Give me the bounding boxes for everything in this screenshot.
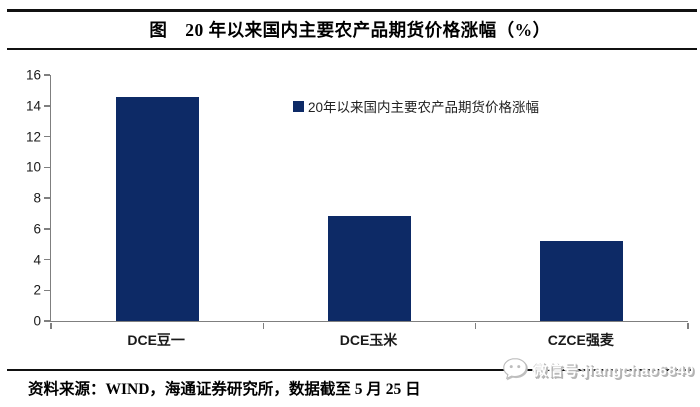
y-tick-label: 14 (25, 98, 41, 114)
x-axis-labels: DCE豆一 DCE玉米 CZCE强麦 (50, 330, 688, 350)
chart-title: 图 20 年以来国内主要农产品期货价格涨幅（%） (149, 20, 551, 40)
plot-area (43, 74, 689, 329)
y-tick-label: 12 (25, 129, 41, 144)
x-tick-mark (50, 322, 52, 329)
title-divider-rule (7, 48, 697, 50)
y-tick-mark (43, 197, 50, 199)
x-tick-mark (687, 322, 689, 329)
y-tick-label: 4 (33, 252, 41, 267)
y-tick-mark (43, 135, 50, 138)
chart-legend: 20年以来国内主要农产品期货价格涨幅 (293, 96, 539, 116)
y-tick-mark (43, 74, 50, 76)
x-tick-mark (474, 322, 477, 329)
bar (115, 96, 199, 321)
legend-swatch (293, 100, 304, 112)
y-axis-labels: 0 2 4 6 8 10 12 14 16 (0, 68, 44, 329)
x-category-label: DCE豆一 (127, 332, 185, 348)
legend-label: 20年以来国内主要农产品期货价格涨幅 (308, 100, 540, 115)
bar (540, 241, 624, 321)
y-tick-label: 6 (33, 221, 41, 237)
y-tick-mark (43, 289, 50, 291)
y-tick-label: 2 (33, 282, 41, 298)
y-tick-label: 0 (33, 313, 41, 329)
top-rule (7, 9, 697, 12)
x-tick-mark (262, 322, 265, 329)
x-category-label: DCE玉米 (339, 332, 398, 348)
bar (328, 216, 411, 321)
x-category-label: CZCE强麦 (547, 332, 614, 348)
y-tick-mark (43, 320, 50, 322)
y-tick-mark (43, 228, 50, 230)
y-tick-label: 10 (25, 159, 41, 175)
y-tick-label: 16 (25, 67, 41, 83)
y-tick-label: 8 (33, 190, 41, 206)
wechat-icon (503, 358, 527, 380)
footer-rule (7, 369, 692, 371)
y-tick-mark (43, 166, 50, 168)
watermark-text: 微信号:jiangchao6840 (532, 361, 694, 379)
y-tick-mark (43, 258, 50, 261)
y-tick-mark (43, 105, 50, 107)
source-note: 资料来源：WIND，海通证券研究所，数据截至 5 月 25 日 (28, 381, 421, 398)
watermark: 微信号:jiangchao6840 (500, 354, 694, 384)
